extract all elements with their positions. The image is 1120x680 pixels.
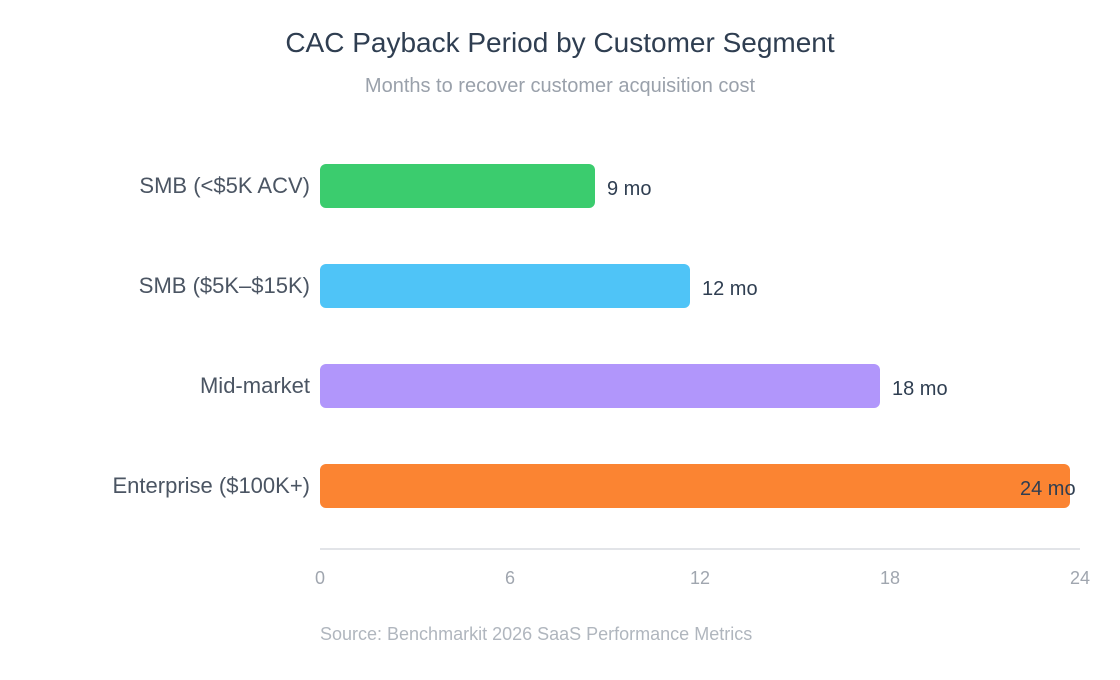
value-label-smb-5k-acv: 9 mo — [607, 178, 651, 200]
bars-group: SMB (<$5K ACV) 9 mo SMB ($5K–$15K) 12 mo Mid… — [113, 164, 1076, 508]
x-axis-ticks: 0 6 12 18 24 — [315, 568, 1090, 588]
x-tick-label-24: 24 — [1070, 568, 1090, 588]
bar-enterprise-100k — [320, 464, 1070, 508]
category-label-mid-market: Mid-market — [200, 373, 310, 398]
bar-smb-5k-15k — [320, 264, 690, 308]
chart-title: CAC Payback Period by Customer Segment — [285, 27, 835, 58]
x-tick-label-18: 18 — [880, 568, 900, 588]
bar-mid-market — [320, 364, 880, 408]
value-label-mid-market: 18 mo — [892, 378, 948, 400]
category-label-enterprise-100k: Enterprise ($100K+) — [113, 473, 311, 498]
category-label-smb-5k-15k: SMB ($5K–$15K) — [139, 273, 310, 298]
category-label-smb-5k-acv: SMB (<$5K ACV) — [139, 173, 310, 198]
x-tick-label-0: 0 — [315, 568, 325, 588]
bar-smb-5k-acv — [320, 164, 595, 208]
x-tick-label-12: 12 — [690, 568, 710, 588]
chart-subtitle: Months to recover customer acquisition c… — [365, 75, 756, 97]
value-label-smb-5k-15k: 12 mo — [702, 278, 758, 300]
x-tick-label-6: 6 — [505, 568, 515, 588]
value-label-enterprise-100k: 24 mo — [1020, 478, 1076, 500]
source-note: Source: Benchmarkit 2026 SaaS Performanc… — [320, 624, 752, 644]
